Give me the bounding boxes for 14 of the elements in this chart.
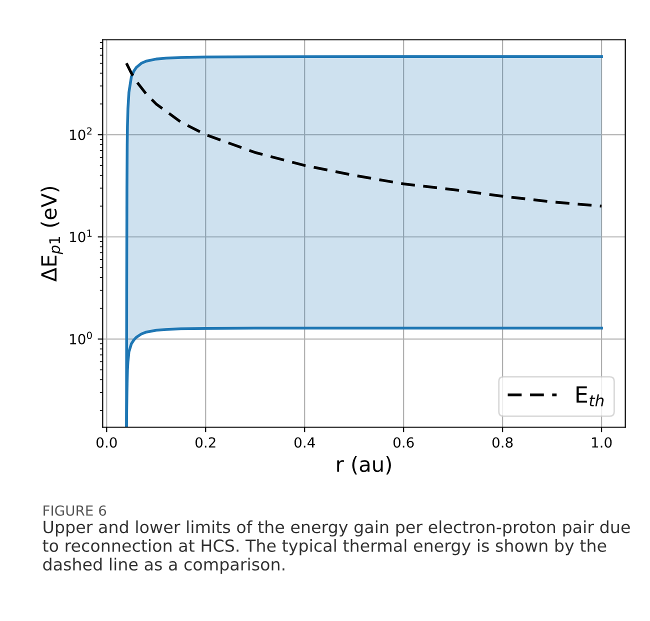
x-axis-title: r (au): [337, 456, 391, 475]
x-tick-label: 0.8: [492, 437, 513, 448]
x-tick-label: 0.0: [96, 437, 117, 448]
y-tick-label: 10$^{0}$: [70, 332, 92, 344]
x-tick-label: 0.2: [196, 437, 216, 448]
y-tick-label: 10$^{1}$: [70, 230, 92, 242]
x-tick-label: 1.0: [592, 437, 612, 448]
x-tick-label: 0.4: [294, 437, 315, 448]
legend-label: E$_{th}$: [576, 386, 604, 406]
y-tick-label: 10$^{2}$: [70, 127, 92, 140]
x-tick-label: 0.6: [393, 437, 414, 448]
y-axis-title: ΔE$_{p1}$ (eV): [40, 186, 63, 282]
text: Upper and lower limits of the energy gain per electron-proton pair due to reconnection at HCS. The typical thermal energy is shown by the dashed line as a comparison.: [42, 520, 630, 574]
caption: FIGURE 6: [44, 505, 106, 516]
